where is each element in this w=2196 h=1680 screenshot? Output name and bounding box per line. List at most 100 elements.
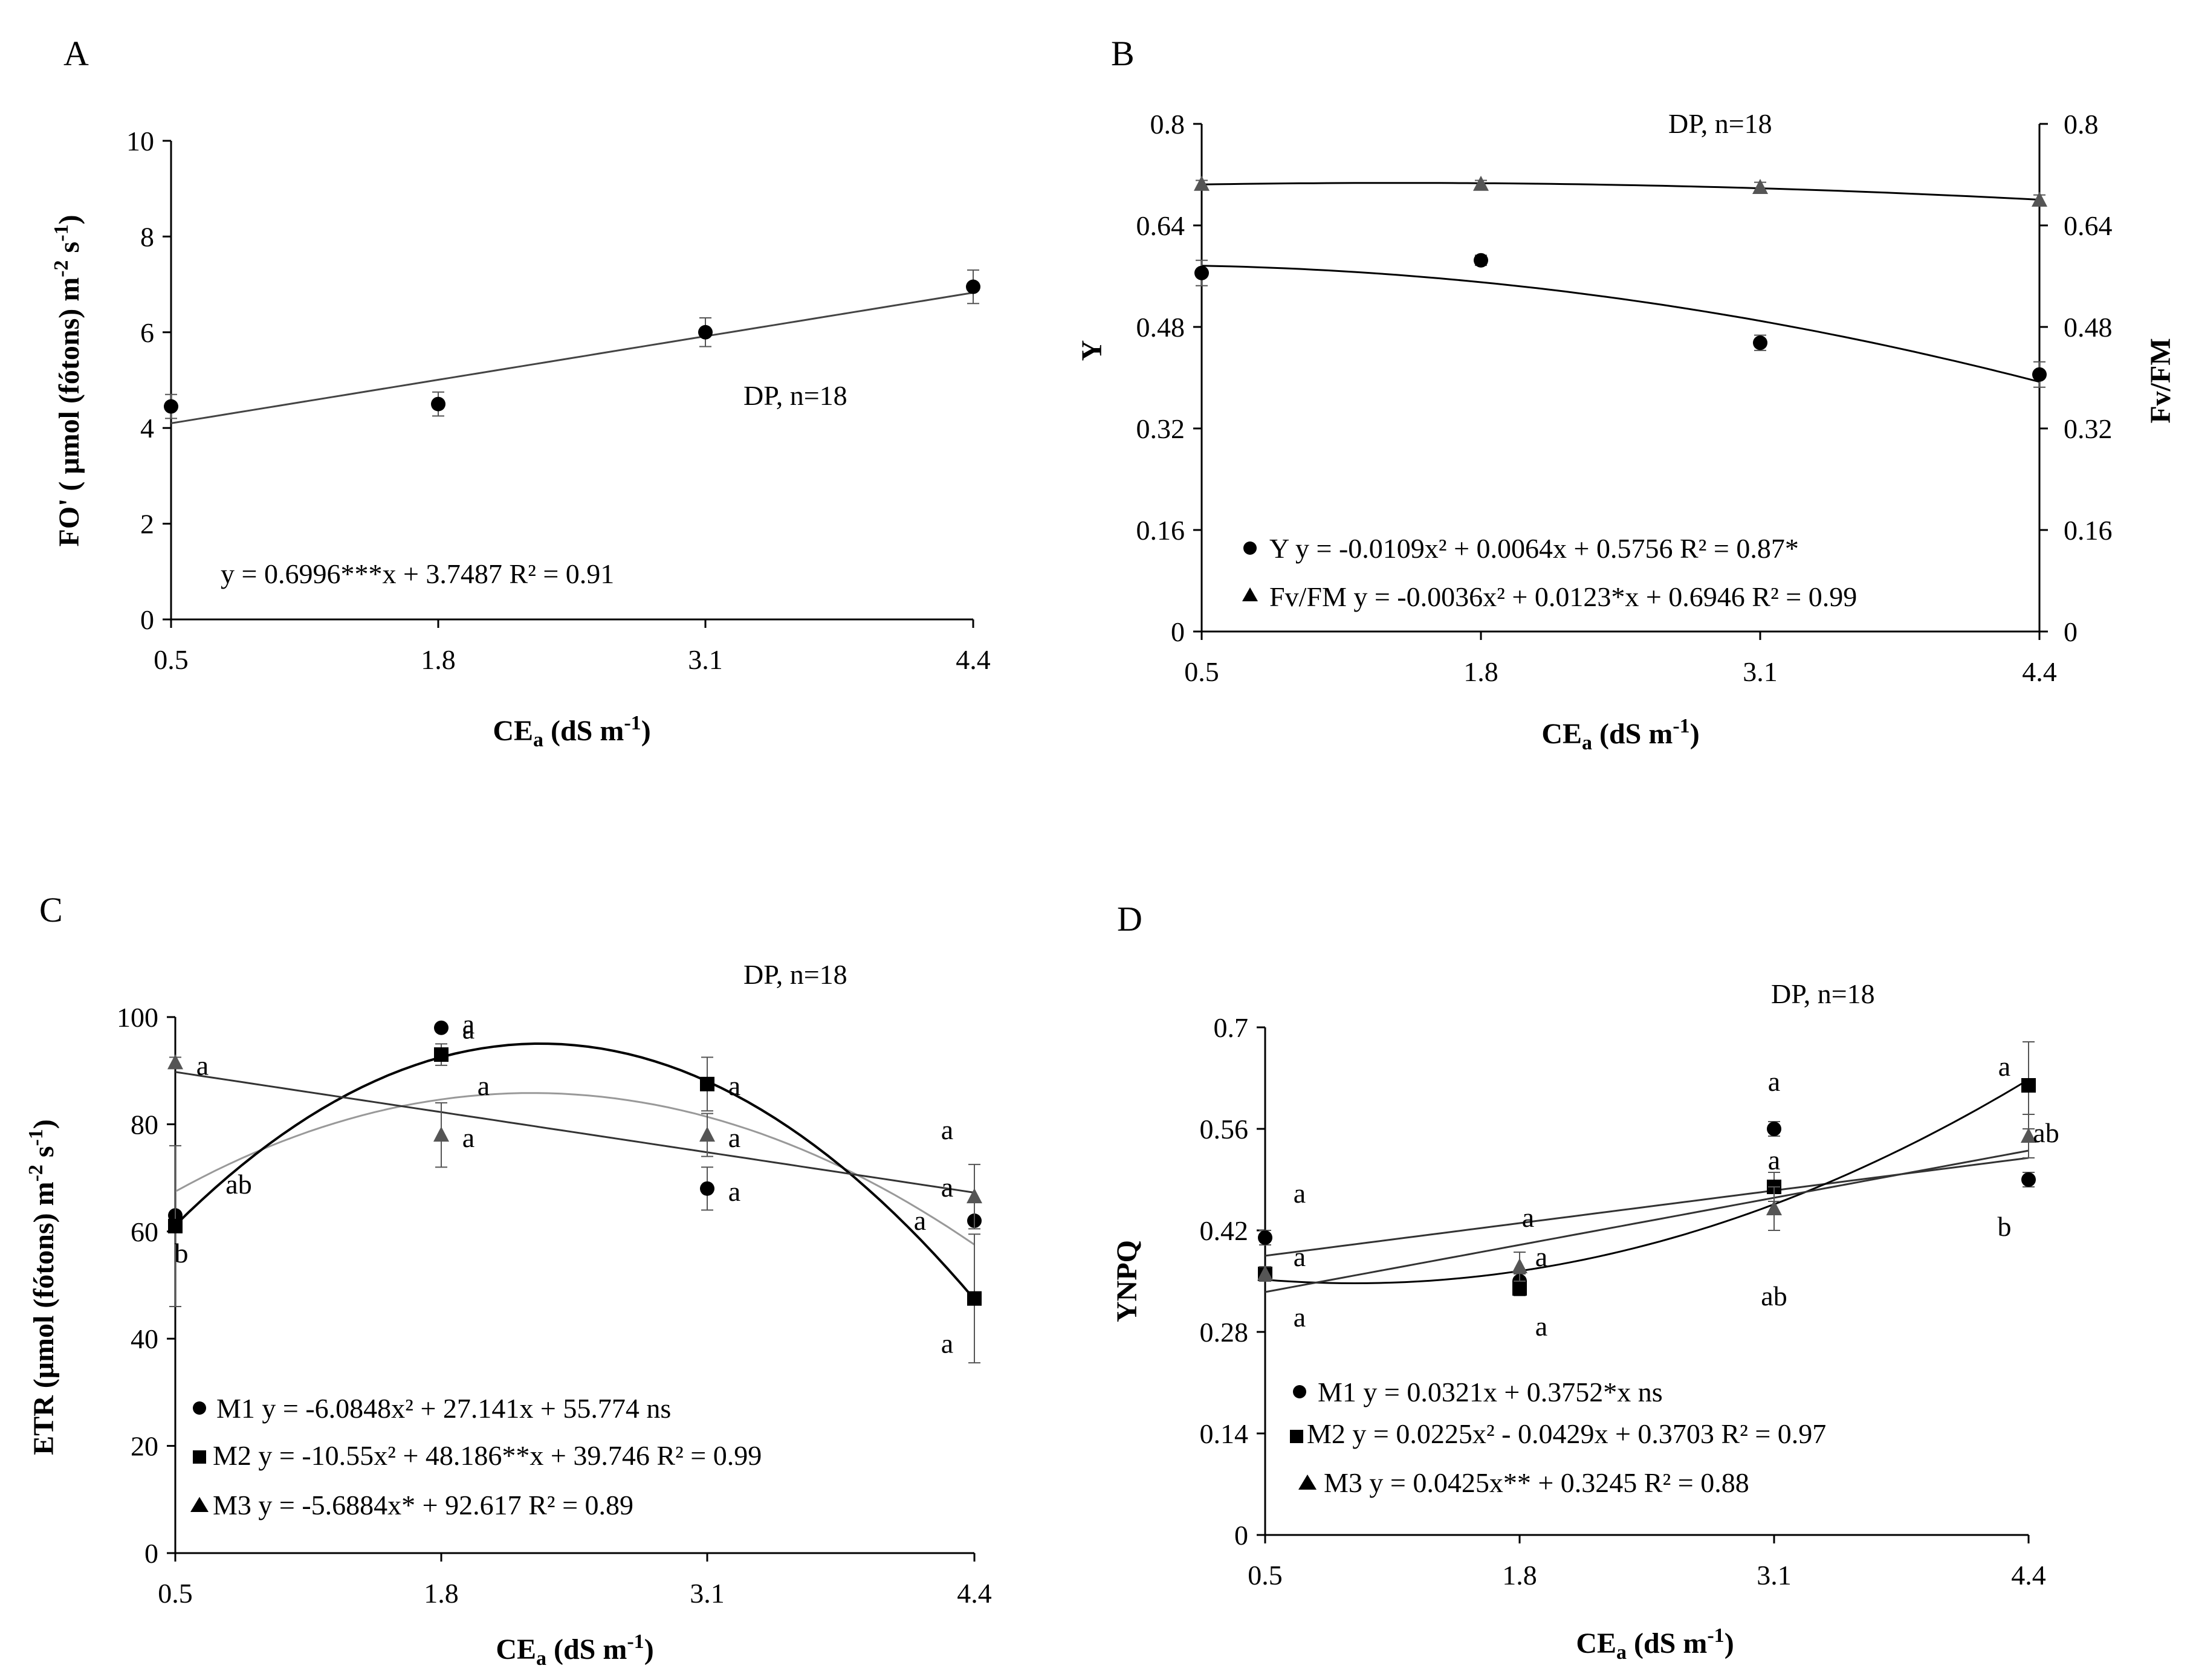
chart-a-y-tick-label: 10 (126, 126, 154, 157)
chart-c-letter-extra: a (478, 1070, 490, 1101)
chart-d-letter: a (1535, 1311, 1547, 1342)
chart-c-point-m1 (434, 1020, 449, 1035)
chart-a-point-fo (698, 325, 713, 340)
chart-c-point-m3 (433, 1126, 449, 1142)
chart-c-legend-m2: M2 y = -10.55x² + 48.186**x + 39.746 R² … (213, 1440, 762, 1471)
chart-c-point-m2 (168, 1218, 183, 1233)
chart-b-annotation: DP, n=18 (1668, 108, 1772, 139)
chart-d-letter: a (1768, 1066, 1780, 1097)
chart-d-legend-square-icon (1290, 1430, 1303, 1443)
chart-d-legend-circle-icon (1293, 1385, 1306, 1398)
chart-d-point-m3 (1257, 1265, 1273, 1281)
chart-d-point-m1 (1767, 1122, 1781, 1136)
chart-d-trend-m3 (1265, 1149, 2029, 1293)
chart-a-y-tick-label: 2 (140, 509, 154, 540)
chart-b-legend-circle-icon (1243, 541, 1257, 555)
chart-c-annotation: DP, n=18 (743, 959, 847, 990)
chart-d-trend-m2 (1265, 1079, 2029, 1285)
chart-d-point-m1 (1258, 1230, 1272, 1245)
chart-c-letter: a (728, 1176, 740, 1207)
chart-d-letter: a (1998, 1051, 2010, 1082)
chart-c-y-label: ETR (μmol (fótons) m-2 s-1) (25, 1119, 60, 1455)
chart-c-letter-extra: a (914, 1205, 926, 1236)
chart-b-y-label-right: Fv/FM (2145, 338, 2177, 423)
chart-a-x-tick-label: 4.4 (956, 644, 991, 675)
chart-d-x-tick-label: 4.4 (2011, 1560, 2046, 1591)
chart-d-x-tick-label: 3.1 (1757, 1560, 1792, 1591)
chart-b-x-tick-label: 1.8 (1463, 656, 1498, 687)
chart-b-y-right-tick-label: 0.64 (2064, 210, 2113, 241)
chart-d-point-m2 (1512, 1281, 1527, 1296)
chart-c-point-m3 (699, 1126, 715, 1142)
chart-d-x-tick-label: 1.8 (1502, 1560, 1537, 1591)
chart-b-point-fvfm (2032, 192, 2047, 207)
chart-a-annotation: DP, n=18 (743, 380, 847, 411)
chart-b-y-tick-label: 0.48 (1136, 312, 1185, 343)
chart-d-legend-m2: M2 y = 0.0225x² - 0.0429x + 0.3703 R² = … (1307, 1418, 1826, 1449)
chart-b-point-fvfm (1473, 175, 1489, 191)
chart-c-point-m2 (967, 1291, 982, 1306)
chart-a-trend-line (170, 291, 974, 424)
chart-d-y-tick-label: 0.14 (1200, 1418, 1249, 1449)
chart-b-y-tick-label: 0.16 (1136, 515, 1185, 546)
chart-d-letter: a (1522, 1202, 1534, 1233)
chart-c-letter: a (941, 1114, 953, 1145)
chart-b-point-fvfm (1752, 179, 1768, 194)
chart-c-letter: a (462, 1122, 475, 1153)
chart-a-point-fo (431, 396, 445, 412)
chart-b-y-tick-label: 0.8 (1150, 109, 1185, 140)
chart-a-y-label: FO' ( μmol (fótons) m-2 s-1) (50, 215, 85, 546)
chart-b-x-tick-label: 0.5 (1184, 656, 1219, 687)
chart-c-x-label: CEa (dS m-1) (496, 1630, 653, 1670)
chart-d-point-m1 (2021, 1172, 2036, 1187)
chart-c-point-m2 (434, 1047, 449, 1062)
chart-a-y-tick-label: 0 (140, 604, 154, 635)
chart-c-x-tick-label: 3.1 (690, 1578, 725, 1609)
chart-b-point-y (1474, 253, 1488, 268)
chart-d: 00.140.280.420.560.7 0.5 1.8 3.1 4.4 aaaaaa… (1111, 978, 2059, 1664)
chart-c-letter: a (462, 1014, 475, 1045)
chart-c-x-tick-label: 0.5 (158, 1578, 193, 1609)
chart-b-point-y (2032, 367, 2047, 382)
chart-d-x-label: CEa (dS m-1) (1576, 1624, 1734, 1664)
chart-c-y-tick-label: 80 (131, 1109, 158, 1140)
chart-c-point-m3 (167, 1054, 183, 1070)
chart-c-legend-square-icon (193, 1450, 206, 1464)
chart-a-x-tick-label: 1.8 (421, 644, 456, 675)
chart-b-y-right-tick-label: 0 (2064, 616, 2078, 647)
chart-b-x-label: CEa (dS m-1) (1541, 715, 1699, 754)
chart-d-letter: a (1294, 1302, 1306, 1333)
chart-c-y-tick-label: 60 (131, 1216, 158, 1247)
chart-c-x-tick-label: 1.8 (424, 1578, 459, 1609)
chart-b-trend-fvfm (1201, 182, 2040, 201)
chart-a-y-tick-label: 8 (140, 221, 154, 252)
chart-c-legend-circle-icon (193, 1401, 206, 1415)
chart-b-legend-fvfm: Fv/FM y = -0.0036x² + 0.0123*x + 0.6946 … (1269, 581, 1857, 612)
chart-a-point-fo (966, 279, 980, 294)
chart-b-legend-triangle-icon (1242, 587, 1258, 601)
chart-d-annotation: DP, n=18 (1771, 978, 1875, 1009)
chart-b: 0 0 0.16 0.16 0.32 0.32 0.48 0.48 0.64 0.64 0.8 0.8… (1076, 108, 2177, 754)
panel-letter-d: D (1117, 899, 1142, 939)
chart-d-x-tick-label: 0.5 (1248, 1560, 1283, 1591)
chart-c-letter: a (941, 1328, 953, 1359)
chart-d-legend-m1: M1 y = 0.0321x + 0.3752*x ns (1318, 1377, 1663, 1407)
chart-b-trend-y (1201, 265, 2040, 383)
panel-letter-a: A (63, 34, 89, 73)
chart-b-y-right-tick-label: 0.32 (2064, 413, 2113, 444)
chart-a-x-tick-label: 3.1 (688, 644, 723, 675)
chart-c-letter-extra: ab (225, 1169, 251, 1200)
chart-d-point-m2 (2021, 1078, 2036, 1093)
chart-c-legend-m3: M3 y = -5.6884x* + 92.617 R² = 0.89 (213, 1490, 633, 1520)
chart-d-letter: b (1998, 1211, 2012, 1242)
chart-d-y-tick-label: 0.28 (1200, 1317, 1249, 1348)
chart-a-y-tick-label: 6 (140, 317, 154, 348)
chart-b-x-tick-label: 3.1 (1743, 656, 1778, 687)
chart-d-point-m3 (1512, 1258, 1527, 1273)
chart-c-legend-triangle-icon (190, 1497, 209, 1512)
chart-b-y-tick-label: 0.32 (1136, 413, 1185, 444)
chart-a-y-tick-label: 4 (140, 413, 154, 444)
chart-d-point-m3 (1766, 1200, 1782, 1215)
